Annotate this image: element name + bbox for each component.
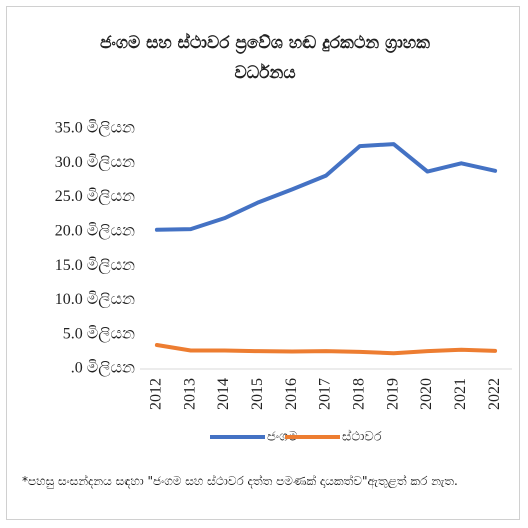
x-tick-label: 2021 xyxy=(452,378,469,410)
footnote: *පහසු සංසන්දනය සඳහා "ජංගම සහ ස්ථාවර දත්ත… xyxy=(22,474,458,488)
y-tick-label: 10.0 මිලියන xyxy=(55,291,135,309)
x-tick-label: 2022 xyxy=(486,378,503,410)
y-tick-label: .0 මිලියන xyxy=(71,360,135,378)
y-tick-label: 35.0 මිලියන xyxy=(55,120,135,138)
x-tick-label: 2013 xyxy=(181,378,198,410)
y-tick-label: 15.0 මිලියන xyxy=(55,257,135,275)
chart-title: ජංගම සහ ස්ථාවර ප්‍රවේශ හඬ දුරකථන ග්‍රාහක… xyxy=(100,33,430,83)
x-tick-label: 2014 xyxy=(215,378,232,410)
x-tick-label: 2012 xyxy=(148,378,165,410)
chart-frame xyxy=(6,6,520,520)
line-series xyxy=(154,142,498,232)
y-tick-label: 25.0 මිලියන xyxy=(55,188,135,206)
x-tick-label: 2020 xyxy=(418,378,435,410)
legend-label: ජංගම xyxy=(267,430,298,445)
legend-label: ස්ථාවර xyxy=(342,428,382,444)
y-tick-label: 20.0 මිලියන xyxy=(55,223,135,241)
x-tick-label: 2018 xyxy=(350,378,367,410)
y-tick-label: 5.0 මිලියන xyxy=(63,325,135,343)
x-tick-label: 2016 xyxy=(283,378,300,410)
x-tick-label: 2015 xyxy=(249,378,266,410)
x-tick-label: 2019 xyxy=(384,378,401,410)
y-tick-label: 30.0 මිලියන xyxy=(55,154,135,172)
x-tick-label: 2017 xyxy=(317,378,334,410)
line-series xyxy=(154,343,498,356)
